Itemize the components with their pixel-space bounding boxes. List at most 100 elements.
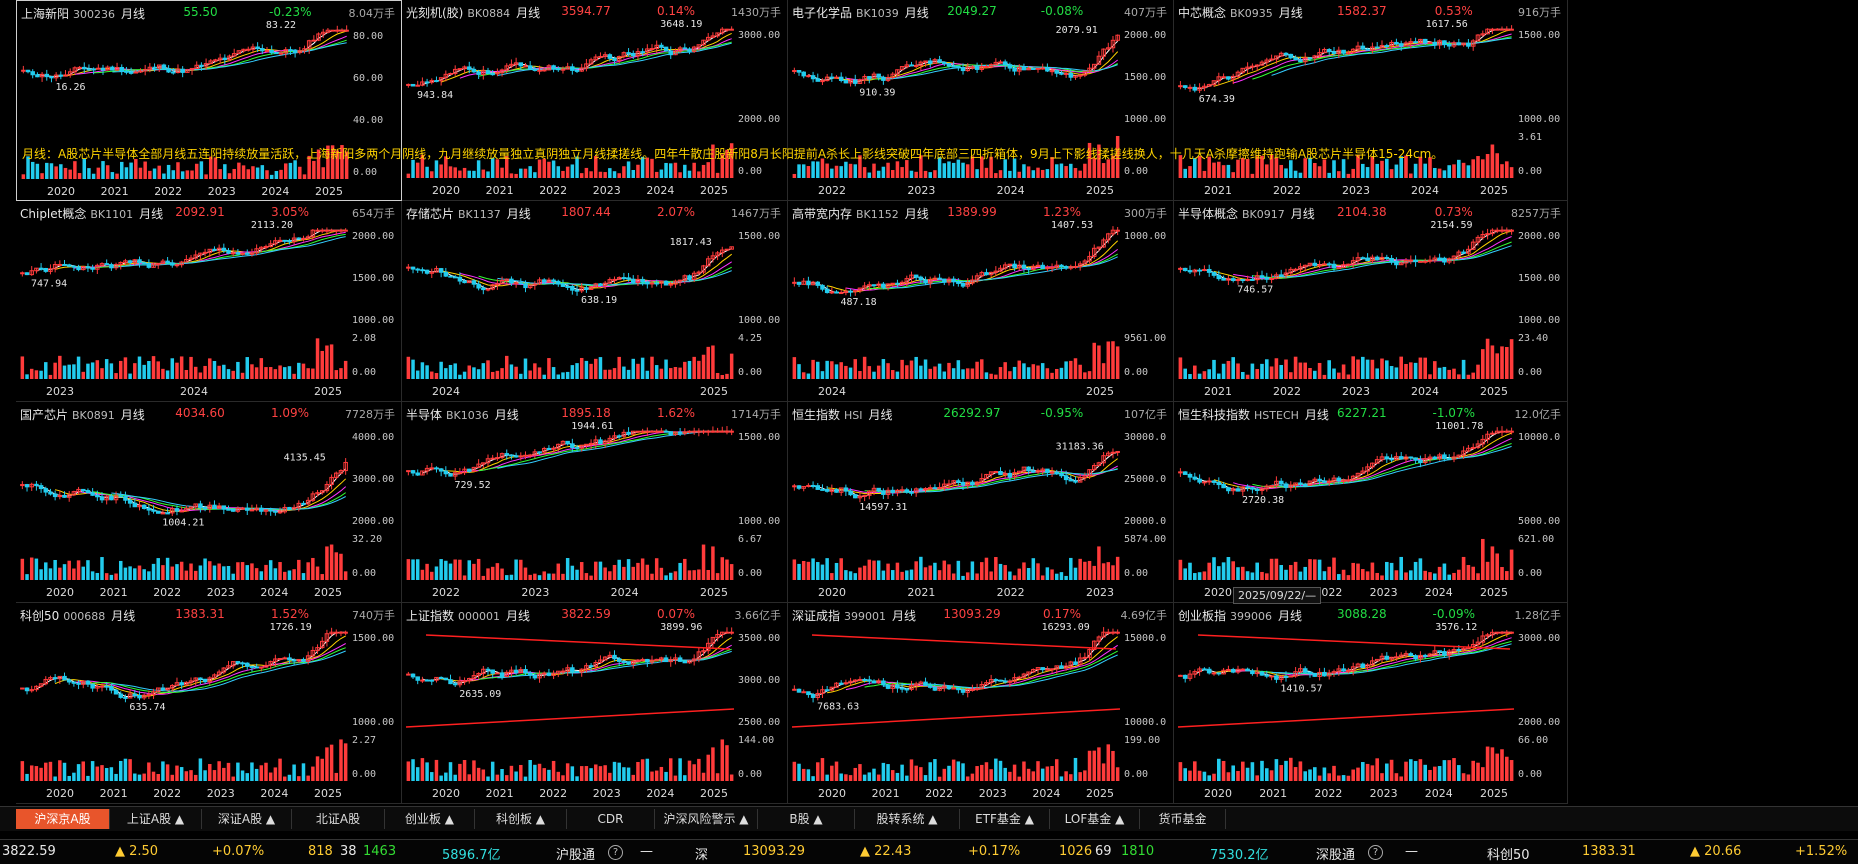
market-tab-2[interactable]: 深证A股 ▲: [202, 809, 292, 829]
volume-bar: [891, 170, 895, 178]
kline-chart[interactable]: 2113.20747.942000.001500.001000.002.080.…: [16, 201, 402, 402]
market-tab-11[interactable]: LOF基金 ▲: [1050, 809, 1140, 829]
hgt-help-icon[interactable]: ?: [608, 844, 623, 860]
kline-chart[interactable]: 4135.451004.214000.003000.002000.0032.20…: [16, 402, 402, 603]
kline-chart[interactable]: 31183.3614597.3130000.025000.020000.0587…: [788, 402, 1174, 603]
chart-panel-BK1152[interactable]: 高带宽内存 BK1152 月线 1389.99 1.23% 300万手 1407.53 487…: [788, 201, 1174, 402]
status-bar: 3822.59 ▲ 2.50 +0.07% 818 38 1463 5896.7…: [0, 839, 1858, 864]
chart-panel-BK1039[interactable]: 电子化学品 BK1039 月线 2049.27 -0.08% 407万手 2079.91 91…: [788, 0, 1174, 201]
volume-bar: [589, 575, 593, 580]
candle: [255, 46, 260, 50]
ma-line: [36, 229, 346, 272]
candle: [1298, 266, 1303, 270]
volume-bar: [1505, 161, 1509, 178]
pct-change: -0.08%: [1040, 4, 1084, 18]
chart-panel-000001[interactable]: 上证指数 000001 月线 3822.59 0.07% 3.66亿手 3899.96 263…: [402, 603, 788, 804]
chart-panel-300236[interactable]: 上海新阳 300236 月线 55.50 -0.23% 8.04万手 83.22 16.26 8…: [16, 0, 402, 201]
market-tab-9[interactable]: 股转系统 ▲: [855, 809, 960, 829]
volume-bar: [919, 767, 923, 781]
chart-panel-399006[interactable]: 创业板指 399006 月线 3088.28 -0.09% 1.28亿手 3576.12 14…: [1174, 603, 1568, 804]
chart-panel-BK1036[interactable]: 半导体 BK1036 月线 1895.18 1.62% 1714万手 1944.61 729.…: [402, 402, 788, 603]
volume-bar: [1078, 558, 1082, 580]
sgt-help-icon[interactable]: ?: [1368, 844, 1383, 860]
market-tab-1[interactable]: 上证A股 ▲: [110, 809, 202, 829]
volume-bar: [274, 171, 279, 179]
market-tab-7[interactable]: 沪深风险警示 ▲: [655, 809, 758, 829]
chart-panel-000688[interactable]: 科创50 000688 月线 1383.31 1.52% 740万手 1726.19 635.…: [16, 603, 402, 804]
ma-line: [883, 468, 1118, 493]
chart-panel-BK1101[interactable]: Chiplet概念 BK1101 月线 2092.91 3.05% 654万手 2113.2…: [16, 201, 402, 402]
chart-panel-399001[interactable]: 深证成指 399001 月线 13093.29 0.17% 4.69亿手 16293.09 7…: [788, 603, 1174, 804]
chart-panel-BK0884[interactable]: 光刻机(胶) BK0884 月线 3594.77 0.14% 1430万手 3648.19 9…: [402, 0, 788, 201]
kline-chart[interactable]: 2079.91910.392000.001500.001000.000.0020…: [788, 0, 1174, 201]
candle: [988, 679, 994, 684]
market-tab-10[interactable]: ETF基金 ▲: [960, 809, 1050, 829]
volume-bar: [198, 372, 203, 379]
candle: [598, 439, 603, 445]
volume-bar: [687, 360, 692, 379]
volume-bar: [175, 564, 179, 580]
chart-panel-BK0917[interactable]: 半导体概念 BK0917 月线 2104.38 0.73% 8257万手 2154.59 74…: [1174, 201, 1568, 402]
market-tab-3[interactable]: 北证A股: [292, 809, 385, 829]
sgt-label[interactable]: 深股通: [1316, 848, 1356, 863]
market-tab-6[interactable]: CDR: [567, 809, 655, 829]
candle: [701, 39, 706, 46]
candle: [904, 688, 910, 691]
candle: [1317, 52, 1322, 57]
candle: [602, 282, 608, 286]
candle: [1422, 260, 1428, 263]
kline-chart[interactable]: 2154.59746.572000.001500.001000.0023.400…: [1174, 201, 1568, 402]
market-tab-8[interactable]: B股 ▲: [758, 809, 855, 829]
volume-bar: [20, 761, 25, 781]
chart-panel-HSI[interactable]: 恒生指数 HSI 月线 26292.97 -0.95% 107亿手 31183.36 1459…: [788, 402, 1174, 603]
hgt-label[interactable]: 沪股通: [556, 848, 596, 863]
volume-bar: [1017, 171, 1021, 178]
y-axis-label: 80.00: [353, 31, 383, 42]
kline-chart[interactable]: 11001.782720.3810000.05000.00621.000.002…: [1174, 402, 1568, 603]
volume-bar: [264, 762, 268, 781]
volume-bar: [444, 368, 448, 379]
chart-panel-BK0891[interactable]: 国产芯片 BK0891 月线 4034.60 1.09% 7728万手 4135.45 100…: [16, 402, 402, 603]
market-tab-0[interactable]: 沪深京A股: [16, 809, 110, 829]
volume-bar: [490, 371, 495, 379]
candle: [99, 496, 105, 501]
candle: [104, 685, 109, 688]
x-axis-year-label: 2022: [432, 586, 460, 599]
volume-bar: [1008, 371, 1012, 379]
chart-panel-BK0935[interactable]: 中芯概念 BK0935 月线 1582.37 0.53% 916万手 1617.56 674.…: [1174, 0, 1568, 201]
candle: [1045, 468, 1050, 474]
candle: [1365, 257, 1370, 262]
volume-bar: [268, 367, 273, 379]
candle: [1059, 473, 1064, 477]
kline-chart[interactable]: 3899.962635.093500.003000.002500.00144.0…: [402, 603, 788, 804]
volume-bar: [90, 362, 95, 379]
market-tab-5[interactable]: 科创板 ▲: [475, 809, 567, 829]
candle: [86, 68, 92, 71]
volume-bar: [1265, 164, 1269, 178]
candle: [179, 261, 184, 266]
candle: [607, 279, 613, 284]
chart-panel-BK1137[interactable]: 存储芯片 BK1137 月线 1807.44 2.07% 1467万手 1817.43 638…: [402, 201, 788, 402]
kline-chart[interactable]: 3576.121410.573000.002000.0066.000.00202…: [1174, 603, 1568, 804]
volume-bar: [1279, 765, 1283, 781]
chart-panel-HSTECH[interactable]: 恒生科技指数 HSTECH 月线 6227.21 -1.07% 12.0亿手 11001.7…: [1174, 402, 1568, 603]
candle: [1096, 246, 1102, 249]
market-tab-4[interactable]: 创业板 ▲: [385, 809, 475, 829]
candle: [184, 258, 189, 263]
volume-bar: [570, 565, 575, 580]
market-tab-12[interactable]: 货币基金: [1140, 809, 1226, 829]
sgt-value: —: [1405, 844, 1418, 859]
kline-chart[interactable]: 16293.097683.6315000.010000.0199.000.002…: [788, 603, 1174, 804]
volume-bar: [1308, 157, 1312, 178]
candle: [1211, 271, 1217, 276]
volume-bar: [547, 769, 551, 781]
candle: [663, 46, 669, 52]
candle: [1442, 40, 1447, 46]
